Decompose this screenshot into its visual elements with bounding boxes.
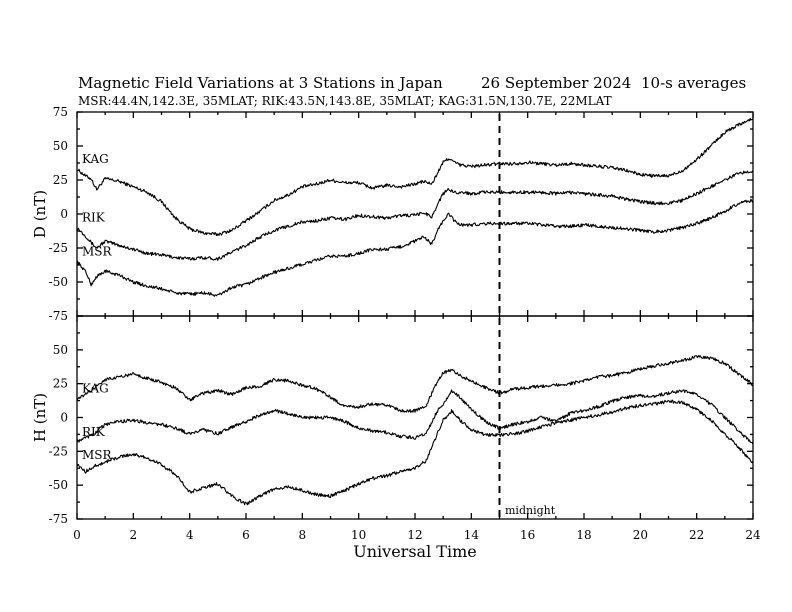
x-tick-label: 22: [689, 528, 704, 542]
y-tick-label: 0: [60, 207, 68, 221]
plot-frame: [76, 315, 754, 520]
station-label-rik: RIK: [82, 211, 106, 225]
y-axis-label: D (nT): [31, 190, 49, 238]
trace-msr: [76, 399, 754, 506]
trace-rik: [76, 170, 754, 261]
y-tick-label: 50: [53, 139, 68, 153]
x-tick-label: 24: [745, 528, 761, 542]
y-tick-label: -25: [49, 241, 68, 255]
x-tick-label: 16: [520, 528, 535, 542]
midnight-label: midnight: [505, 504, 556, 517]
x-tick-label: 18: [576, 528, 591, 542]
figure-date: 26 September 2024: [481, 74, 631, 92]
x-axis-label: Universal Time: [353, 542, 476, 561]
figure-title: Magnetic Field Variations at 3 Stations …: [78, 74, 443, 92]
y-tick-label: -75: [49, 512, 68, 526]
x-tick-label: 8: [299, 528, 307, 542]
averaging-note: 10-s averages: [641, 74, 746, 92]
station-coordinates: MSR:44.4N,142.3E, 35MLAT; RIK:43.5N,143.…: [78, 94, 612, 108]
x-tick-label: 20: [633, 528, 648, 542]
y-axis-label: H (nT): [31, 393, 49, 442]
y-tick-label: 25: [53, 173, 68, 187]
y-tick-label: 25: [53, 377, 68, 391]
trace-rik: [76, 389, 754, 445]
x-tick-label: 14: [464, 528, 480, 542]
y-tick-label: -25: [49, 444, 68, 458]
y-tick-label: -75: [49, 309, 68, 323]
trace-kag: [76, 117, 754, 237]
x-tick-label: 10: [351, 528, 366, 542]
trace-msr: [76, 198, 754, 297]
x-tick-label: 4: [186, 528, 194, 542]
station-label-msr: MSR: [82, 448, 113, 462]
x-tick-label: 12: [407, 528, 422, 542]
station-label-rik: RIK: [82, 425, 106, 439]
y-tick-label: 75: [53, 105, 68, 119]
station-label-kag: KAG: [82, 382, 109, 396]
y-tick-label: -50: [49, 275, 68, 289]
y-tick-label: 50: [53, 343, 68, 357]
y-tick-label: -50: [49, 478, 68, 492]
x-tick-label: 0: [73, 528, 81, 542]
station-label-kag: KAG: [82, 152, 109, 166]
d-component-panel: -75 -50 -25 0 25 50 75 D (nT) KAG RIK MSR: [31, 105, 754, 323]
x-tick-label: 2: [130, 528, 138, 542]
y-tick-label: 0: [60, 411, 68, 425]
station-label-msr: MSR: [82, 245, 113, 259]
x-tick-label: 6: [242, 528, 250, 542]
trace-kag: [76, 355, 754, 413]
